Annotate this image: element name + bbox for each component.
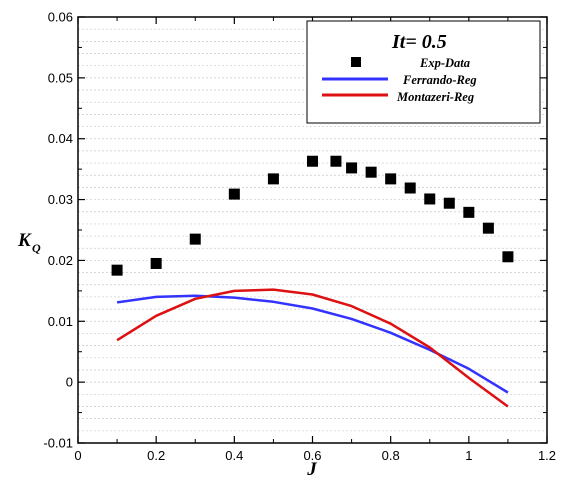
x-tick-label: 0 <box>74 448 81 463</box>
data-point-exp-data <box>502 251 514 263</box>
y-tick-label: 0.04 <box>48 131 73 146</box>
legend-title: It= 0.5 <box>391 31 447 53</box>
y-tick-label: 0.02 <box>48 253 73 268</box>
y-tick-label: 0.01 <box>48 314 73 329</box>
legend: It= 0.5 Exp-Data Ferrando-Reg Montazeri-… <box>306 20 541 124</box>
y-tick-label: 0.05 <box>48 70 73 85</box>
series-line-montazeri-reg <box>116 288 509 408</box>
data-point-exp-data <box>330 155 342 167</box>
data-point-exp-data <box>385 173 397 185</box>
y-axis-title: K <box>17 230 32 251</box>
y-axis-title-subscript: Q <box>32 241 41 255</box>
y-tick-label: 0.06 <box>48 10 73 25</box>
data-point-exp-data <box>365 166 377 178</box>
legend-label-exp-data: Exp-Data <box>419 56 470 70</box>
legend-label-montazeri-reg: Montazeri-Reg <box>396 90 474 104</box>
x-tick-label: 0.2 <box>147 448 165 463</box>
data-point-exp-data <box>150 257 162 269</box>
legend-box <box>306 20 541 124</box>
x-axis-title: J <box>306 459 317 480</box>
x-tick-label: 0.8 <box>382 448 400 463</box>
x-tick-label: 0.6 <box>303 448 321 463</box>
legend-marker-exp-data <box>351 57 361 67</box>
y-tick-label: -0.01 <box>43 436 73 451</box>
x-tick-label: 1 <box>465 448 472 463</box>
x-tick-label: 0.4 <box>225 448 243 463</box>
legend-label-ferrando-reg: Ferrando-Reg <box>402 73 477 87</box>
data-point-exp-data <box>307 155 318 167</box>
data-point-exp-data <box>111 264 123 276</box>
data-point-exp-data <box>404 182 416 194</box>
x-tick-label: 1.2 <box>538 448 556 463</box>
data-point-exp-data <box>482 222 494 234</box>
data-point-exp-data <box>267 173 279 185</box>
y-tick-label: 0 <box>66 375 73 390</box>
data-point-exp-data <box>346 162 358 174</box>
data-point-exp-data <box>463 206 475 218</box>
data-point-exp-data <box>228 188 240 200</box>
y-tick-label: 0.03 <box>48 192 73 207</box>
data-point-exp-data <box>424 193 436 205</box>
data-point-exp-data <box>443 197 455 209</box>
series-layer <box>111 155 514 408</box>
data-point-exp-data <box>189 233 201 245</box>
